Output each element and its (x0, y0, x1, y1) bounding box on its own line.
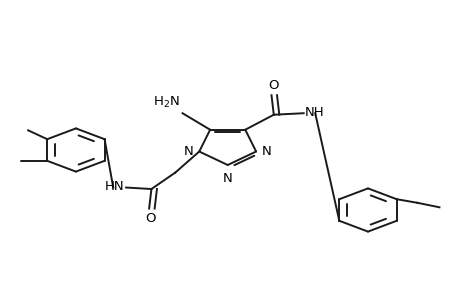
Text: HN: HN (105, 180, 124, 194)
Text: H$_2$N: H$_2$N (153, 94, 180, 110)
Text: NH: NH (304, 106, 324, 119)
Text: N: N (261, 145, 271, 158)
Text: N: N (184, 145, 193, 158)
Text: N: N (222, 172, 232, 184)
Text: O: O (146, 212, 156, 225)
Text: O: O (268, 79, 278, 92)
